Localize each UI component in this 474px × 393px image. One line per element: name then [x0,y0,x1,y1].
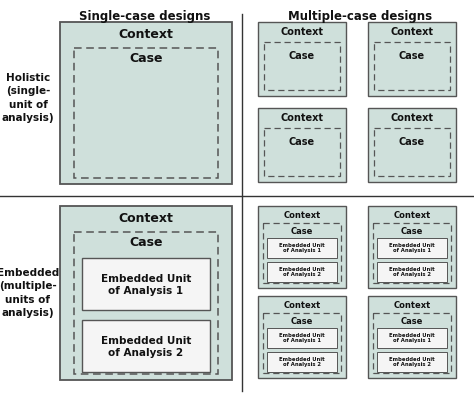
Bar [74,48,218,178]
Bar [373,223,451,283]
Bar [267,352,337,372]
Text: Embedded Unit
of Analysis 1: Embedded Unit of Analysis 1 [389,242,435,253]
Text: Context: Context [118,28,173,40]
Bar [82,258,210,310]
Text: Case: Case [399,137,425,147]
Text: Embedded Unit
of Analysis 2: Embedded Unit of Analysis 2 [279,356,325,367]
Bar [368,22,456,96]
Text: Embedded Unit
of Analysis 1: Embedded Unit of Analysis 1 [279,242,325,253]
Text: Context: Context [393,211,430,220]
Bar [374,128,450,176]
Bar [60,206,232,380]
Text: Case: Case [291,226,313,235]
Text: Context: Context [281,113,323,123]
Bar [368,108,456,182]
Text: Embedded Unit
of Analysis 1: Embedded Unit of Analysis 1 [389,332,435,343]
Text: Case: Case [289,51,315,61]
Text: Case: Case [399,51,425,61]
Bar [373,313,451,373]
Bar [263,223,341,283]
Bar [267,262,337,282]
Bar [264,128,340,176]
Text: Embedded Unit
of Analysis 1: Embedded Unit of Analysis 1 [279,332,325,343]
Bar [258,206,346,288]
Text: Case: Case [289,137,315,147]
Bar [82,320,210,372]
Bar [258,108,346,182]
Bar [377,262,447,282]
Text: Case: Case [401,316,423,325]
Text: Embedded Unit
of Analysis 2: Embedded Unit of Analysis 2 [389,266,435,277]
Bar [263,313,341,373]
Bar [74,232,218,374]
Bar [267,238,337,258]
Bar [60,22,232,184]
Bar [264,42,340,90]
Text: Embedded Unit
of Analysis 2: Embedded Unit of Analysis 2 [101,336,191,358]
Text: Embedded
(multiple-
units of
analysis): Embedded (multiple- units of analysis) [0,268,59,318]
Bar [267,328,337,348]
Text: Embedded Unit
of Analysis 2: Embedded Unit of Analysis 2 [389,356,435,367]
Text: Case: Case [129,51,163,64]
Bar [368,296,456,378]
Bar [368,206,456,288]
Bar [377,328,447,348]
Text: Holistic
(single-
unit of
analysis): Holistic (single- unit of analysis) [2,73,55,123]
Text: Context: Context [391,113,434,123]
Bar [258,22,346,96]
Text: Context: Context [283,301,320,310]
Bar [258,296,346,378]
Text: Context: Context [393,301,430,310]
Text: Context: Context [281,27,323,37]
Bar [377,238,447,258]
Text: Case: Case [129,237,163,250]
Text: Multiple-case designs: Multiple-case designs [288,10,432,23]
Text: Context: Context [118,211,173,224]
Text: Single-case designs: Single-case designs [79,10,210,23]
Text: Context: Context [391,27,434,37]
Text: Embedded Unit
of Analysis 1: Embedded Unit of Analysis 1 [101,274,191,296]
Bar [374,42,450,90]
Text: Case: Case [291,316,313,325]
Text: Context: Context [283,211,320,220]
Text: Embedded Unit
of Analysis 2: Embedded Unit of Analysis 2 [279,266,325,277]
Bar [377,352,447,372]
Text: Case: Case [401,226,423,235]
